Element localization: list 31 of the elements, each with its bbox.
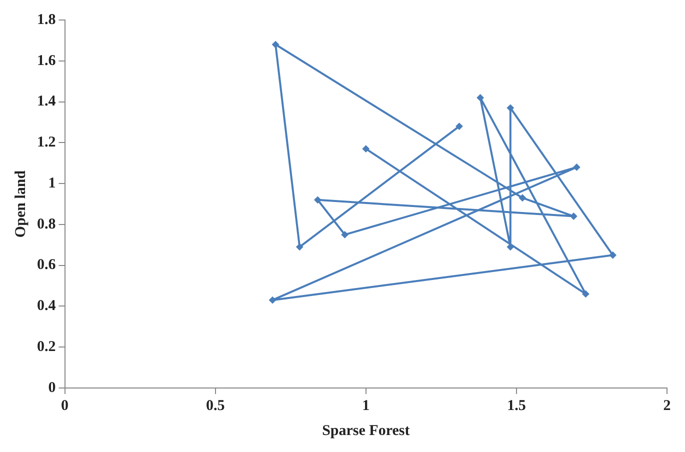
y-tick-label: 1.8 xyxy=(37,12,56,28)
y-tick-label: 1.2 xyxy=(37,134,56,151)
y-tick-label: 0.2 xyxy=(37,338,56,355)
point xyxy=(476,94,484,102)
point xyxy=(456,122,463,130)
y-tick-label: 0.4 xyxy=(37,298,56,314)
point xyxy=(314,196,322,204)
point xyxy=(609,252,616,259)
point xyxy=(573,164,580,171)
point xyxy=(341,231,348,238)
point xyxy=(296,243,304,250)
y-tick-label: 0.8 xyxy=(37,216,56,232)
point xyxy=(269,296,276,304)
x-axis-title: Sparse Forest xyxy=(322,422,410,439)
x-tick-label: 0.5 xyxy=(206,398,225,414)
y-tick-label: 1 xyxy=(48,175,56,192)
point xyxy=(570,212,578,220)
x-tick-label: 1.5 xyxy=(507,398,526,414)
y-tick-label: 1.4 xyxy=(37,94,56,110)
point xyxy=(506,104,514,112)
y-axis-title: Open land xyxy=(12,170,29,238)
point xyxy=(362,145,370,152)
point xyxy=(518,194,526,202)
y-tick-label: 0 xyxy=(48,380,56,396)
y-tick-label: 0.6 xyxy=(37,257,56,274)
point xyxy=(582,290,590,298)
x-tick-label: 0 xyxy=(61,398,68,414)
y-tick-label: 1.6 xyxy=(37,52,56,69)
x-tick-label: 1 xyxy=(362,398,370,414)
x-tick-label: 2 xyxy=(663,398,671,414)
point xyxy=(272,41,280,48)
